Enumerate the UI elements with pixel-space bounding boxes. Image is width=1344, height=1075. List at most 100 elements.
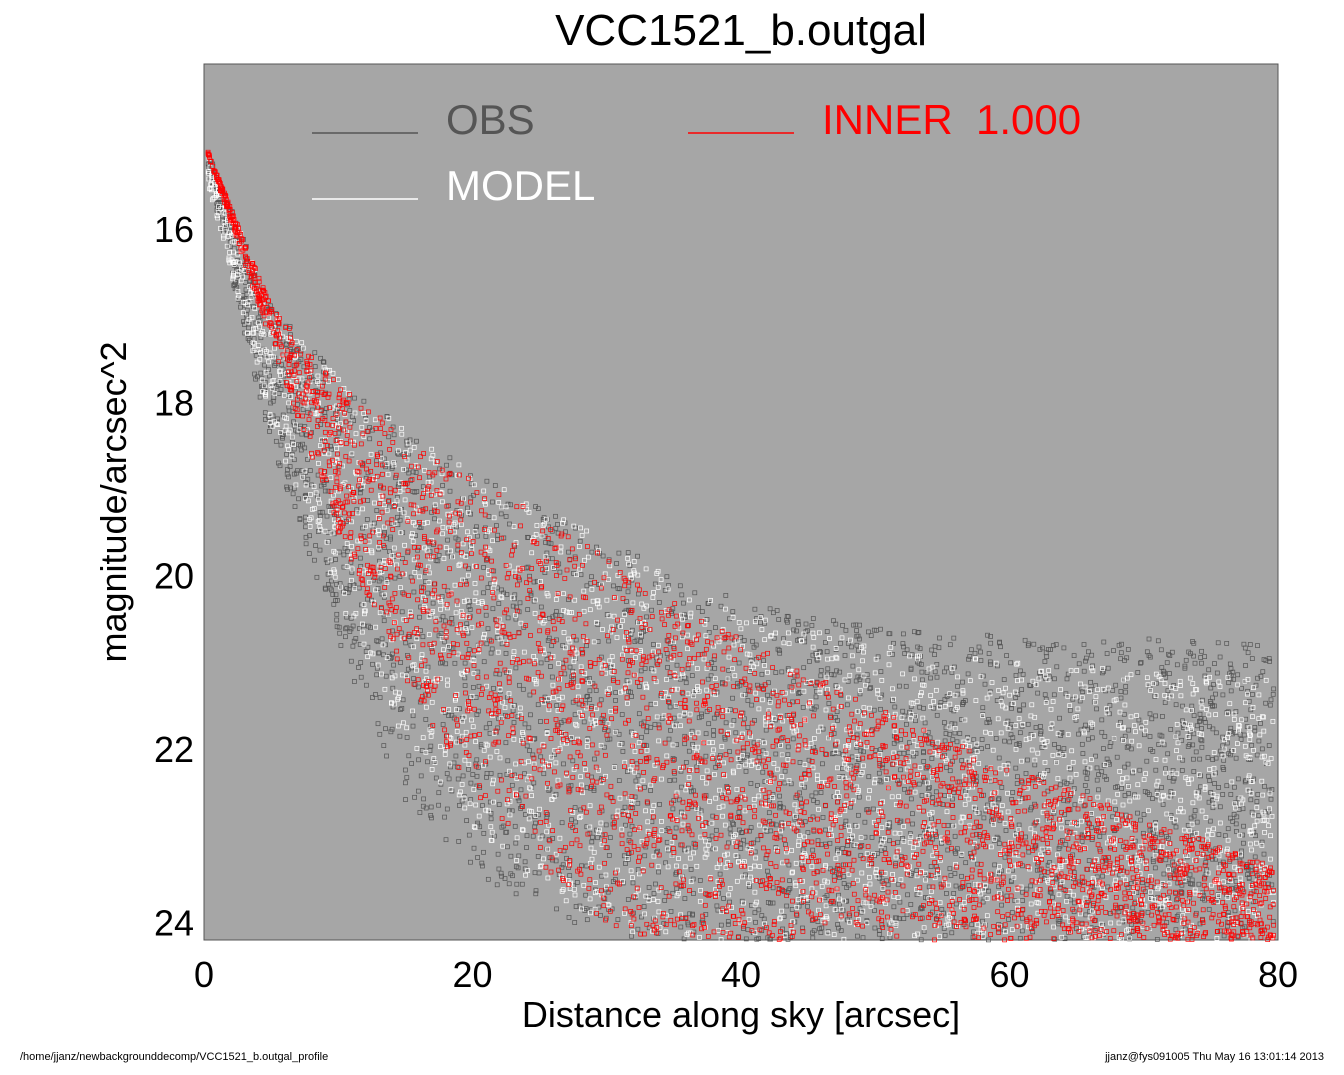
- data-point: [1122, 658, 1127, 663]
- data-point: [917, 765, 923, 770]
- data-point: [666, 847, 671, 853]
- data-point: [1210, 726, 1216, 732]
- data-point: [908, 902, 914, 907]
- data-point: [619, 712, 625, 717]
- data-point: [1194, 830, 1199, 836]
- data-point: [810, 652, 816, 658]
- data-point: [891, 904, 897, 910]
- data-point: [1104, 776, 1109, 782]
- data-point: [755, 783, 760, 788]
- data-point: [826, 701, 832, 706]
- data-point: [759, 913, 765, 918]
- data-point: [863, 900, 869, 906]
- data-point: [1057, 715, 1062, 721]
- data-point: [485, 876, 491, 882]
- data-point: [1023, 834, 1028, 840]
- data-point: [479, 860, 485, 866]
- data-point: [1094, 706, 1099, 712]
- data-point: [1200, 890, 1206, 896]
- data-point: [960, 688, 966, 694]
- data-point: [1033, 843, 1039, 848]
- data-point: [931, 749, 936, 755]
- data-point: [403, 640, 409, 646]
- data-point: [1078, 681, 1083, 687]
- data-point: [814, 800, 820, 805]
- data-point: [395, 514, 400, 520]
- data-point: [762, 620, 767, 626]
- data-point: [538, 660, 544, 666]
- data-point: [688, 731, 694, 737]
- data-point: [1220, 743, 1226, 749]
- data-point: [706, 630, 712, 635]
- data-point: [748, 781, 754, 786]
- data-point: [887, 838, 892, 844]
- data-point: [915, 659, 920, 665]
- data-point: [683, 676, 689, 682]
- data-point: [876, 931, 882, 937]
- data-point: [522, 771, 527, 777]
- data-point: [484, 641, 490, 647]
- data-point: [519, 881, 525, 887]
- data-point: [862, 883, 868, 889]
- data-point: [845, 838, 851, 844]
- data-point: [1191, 756, 1196, 762]
- data-point: [454, 508, 460, 513]
- data-point: [794, 913, 800, 918]
- data-point: [1160, 802, 1166, 807]
- data-point: [516, 798, 522, 804]
- data-point: [403, 797, 408, 802]
- data-point: [248, 295, 253, 301]
- data-point: [659, 828, 665, 833]
- data-point: [1224, 846, 1230, 852]
- data-point: [495, 532, 501, 538]
- data-point: [1096, 787, 1101, 793]
- data-point: [696, 605, 701, 610]
- data-point: [959, 873, 964, 879]
- data-point: [825, 929, 831, 935]
- data-point: [1105, 884, 1111, 890]
- data-point: [1242, 645, 1248, 651]
- data-point: [302, 445, 308, 451]
- data-point: [612, 595, 618, 601]
- data-point: [858, 772, 864, 778]
- data-point: [1089, 757, 1094, 762]
- data-point: [268, 400, 274, 406]
- data-point: [1014, 781, 1020, 786]
- data-point: [292, 504, 298, 509]
- data-point: [527, 692, 533, 698]
- data-point: [936, 645, 942, 651]
- data-point: [914, 892, 920, 898]
- data-point: [810, 930, 815, 936]
- data-point: [416, 684, 421, 690]
- data-point: [997, 817, 1003, 823]
- data-point: [653, 881, 658, 887]
- data-point: [1261, 657, 1267, 662]
- data-point: [1205, 870, 1211, 876]
- data-point: [641, 904, 647, 909]
- data-point: [1010, 790, 1016, 795]
- data-point: [1241, 823, 1246, 829]
- data-point: [981, 815, 987, 821]
- data-point: [580, 650, 586, 655]
- data-point: [532, 736, 538, 741]
- data-point: [346, 396, 352, 402]
- data-point: [870, 806, 876, 812]
- data-point: [273, 438, 279, 444]
- data-point: [1216, 893, 1221, 898]
- data-point: [323, 406, 329, 412]
- data-point: [849, 644, 854, 650]
- data-point: [437, 779, 443, 785]
- data-point: [996, 869, 1002, 875]
- data-point: [394, 495, 400, 500]
- data-point: [1261, 851, 1267, 857]
- data-point: [979, 737, 985, 742]
- data-point: [600, 553, 606, 559]
- data-point: [341, 564, 347, 570]
- data-point: [1023, 737, 1029, 743]
- data-point: [361, 641, 367, 647]
- data-point: [1116, 909, 1122, 914]
- data-point: [759, 671, 765, 677]
- data-point: [818, 649, 823, 655]
- data-point: [1224, 740, 1230, 746]
- data-point: [923, 765, 929, 771]
